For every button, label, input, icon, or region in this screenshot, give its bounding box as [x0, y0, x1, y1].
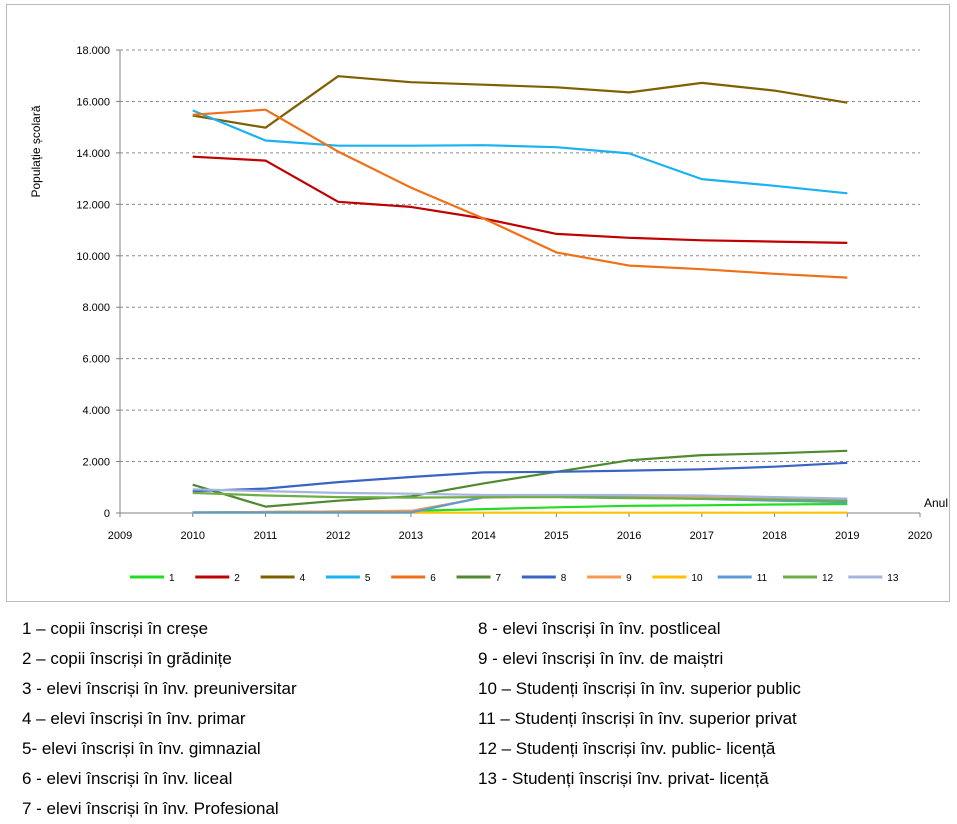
- legend-label-7: 7: [496, 573, 502, 584]
- y-tick-label: 8.000: [82, 302, 110, 314]
- legend-label-4: 4: [300, 573, 306, 584]
- y-axis-title: Populație școlară: [29, 105, 43, 197]
- legend-column-left: 1 – copii înscriși în creșe 2 – copii în…: [22, 614, 297, 824]
- x-tick-label: 2013: [399, 530, 423, 542]
- legend-text-3: 3 - elevi înscriși în înv. preuniversita…: [22, 679, 297, 698]
- legend-text-10: 10 – Studenți înscriși în înv. superior …: [478, 679, 801, 698]
- y-tick-label: 12.000: [76, 199, 110, 211]
- y-tick-label: 16.000: [76, 96, 110, 108]
- legend-text-4: 4 – elevi înscriși în înv. primar: [22, 709, 246, 728]
- y-tick-label: 2.000: [82, 457, 110, 469]
- legend-text-8: 8 - elevi înscriși în înv. postliceal: [478, 619, 721, 638]
- y-tick-label: 6.000: [82, 354, 110, 366]
- series-line-7: [192, 449, 848, 508]
- x-tick-label: 2018: [762, 530, 786, 542]
- series-line-2: [192, 155, 848, 244]
- legend-label-11: 11: [757, 573, 768, 584]
- legend-text-7: 7 - elevi înscriși în înv. Profesional: [22, 799, 279, 818]
- legend-label-2: 2: [234, 573, 240, 584]
- legend-text-11: 11 – Studenți înscriși în înv. superior …: [478, 709, 797, 728]
- x-tick-label: 2012: [326, 530, 350, 542]
- line-chart: 0 2.000 4.000 6.000 8.000 10.000 12.000 14.000 1…: [29, 45, 948, 584]
- series-line-6: [192, 108, 848, 279]
- x-tick-label: 2009: [108, 530, 132, 542]
- legend-text-6: 6 - elevi înscriși în înv. liceal: [22, 769, 233, 788]
- x-tick-label: 2014: [471, 530, 495, 542]
- legend-label-13: 13: [887, 573, 899, 584]
- legend-text-12: 12 – Studenți înscriși înv. public- lice…: [478, 739, 776, 758]
- y-tick-label: 0: [104, 508, 110, 520]
- x-tick-label: 2015: [544, 530, 568, 542]
- x-tick-label: 2017: [690, 530, 714, 542]
- legend-label-12: 12: [822, 573, 834, 584]
- legend-label-5: 5: [365, 573, 371, 584]
- legend-label-10: 10: [691, 573, 703, 584]
- legend-label-8: 8: [561, 573, 567, 584]
- legend-text-13: 13 - Studenți înscriși înv. privat- lice…: [478, 769, 769, 788]
- y-tick-label: 4.000: [82, 405, 110, 417]
- series-line-8: [192, 461, 848, 493]
- legend-list: 1 – copii înscriși în creșe 2 – copii în…: [22, 614, 952, 819]
- x-tick-label: 2010: [180, 530, 204, 542]
- x-tick-label: 2011: [254, 530, 278, 542]
- legend-text-5: 5- elevi înscriși în înv. gimnazial: [22, 739, 261, 758]
- series-line-13: [192, 488, 848, 500]
- y-tick-label: 14.000: [76, 148, 110, 160]
- legend-label-6: 6: [430, 573, 436, 584]
- legend-text-9: 9 - elevi înscriși în înv. de maiștri: [478, 649, 724, 668]
- legend-text-1: 1 – copii înscriși în creșe: [22, 619, 209, 638]
- series-line-5: [192, 109, 848, 195]
- x-tick-label: 2020: [908, 530, 932, 542]
- legend-text-2: 2 – copii înscriși în grădinițe: [22, 649, 232, 668]
- y-tick-label: 10.000: [76, 251, 110, 263]
- y-tick-label: 18.000: [76, 45, 110, 57]
- chart-frame: [6, 4, 950, 602]
- legend-label-1: 1: [169, 573, 175, 584]
- x-tick-label: 2019: [835, 530, 859, 542]
- x-axis-title: Anul: [924, 496, 948, 510]
- series-line-12: [192, 491, 848, 502]
- legend-label-9: 9: [626, 573, 632, 584]
- x-tick-label: 2016: [617, 530, 641, 542]
- legend-column-right: 8 - elevi înscriși în înv. postliceal 9 …: [478, 614, 801, 794]
- series-line-4: [192, 75, 848, 129]
